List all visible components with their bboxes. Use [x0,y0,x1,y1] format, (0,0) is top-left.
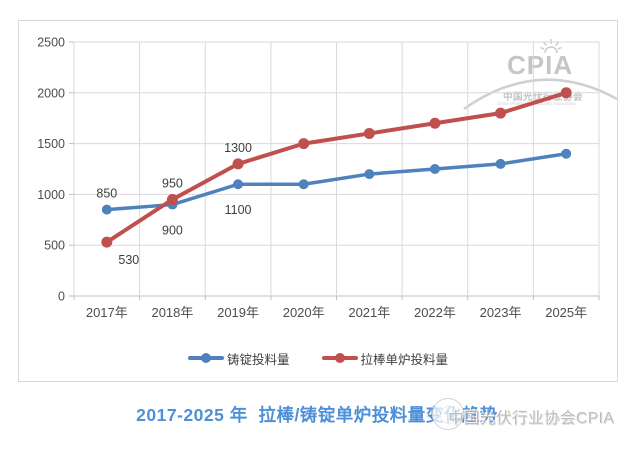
sun-icon [540,39,562,54]
data-point [233,179,244,190]
series-1 [101,87,572,248]
y-tick-label: 1000 [37,188,65,202]
data-point [166,193,178,205]
series-0 [101,148,572,215]
data-labels: 850 900 1100 530 950 1300 [96,141,252,267]
data-point [495,158,506,169]
footer-watermark-text: 中国光伏行业协会CPIA [448,410,615,427]
y-tick-label: 500 [44,239,65,253]
data-point [429,117,441,129]
legend-label: 拉棒单炉投料量 [360,352,449,367]
legend-item-0: 铸锭投料量 [187,349,290,368]
data-label: 1100 [225,203,252,217]
x-tick-label: 2018年 [151,305,193,320]
y-tick-label: 2000 [37,86,65,100]
y-tick-label: 2500 [37,36,65,50]
data-label: 530 [118,253,139,267]
x-tick-label: 2025年 [545,305,587,320]
legend-item-1: 拉棒单炉投料量 [321,349,449,368]
x-tick-label: 2023年 [480,305,522,320]
gridlines [73,41,600,300]
data-label: 900 [162,224,183,238]
data-point [560,87,572,99]
data-point [298,179,309,190]
data-label: 950 [162,176,183,190]
legend-label: 铸锭投料量 [226,352,290,367]
data-label: 850 [96,187,117,201]
y-tick-label: 0 [58,290,65,304]
data-label: 1300 [224,141,252,155]
data-point [561,148,572,159]
chart-area: CPIA 中国光伏行业协会 China Photovoltaic Industr… [18,20,618,382]
data-point [101,204,112,215]
data-point [429,164,440,174]
data-point [232,158,244,170]
x-tick-label: 2021年 [348,305,390,320]
data-point [298,138,310,150]
data-point [363,127,375,139]
legend-marker-icon [321,352,358,364]
y-tick-label: 1500 [37,137,65,151]
legend-marker-icon [187,352,224,364]
cpia-logo-org-cn: 中国光伏行业协会 [503,92,584,103]
x-tick-label: 2019年 [217,305,259,320]
legend: 铸锭投料量 拉棒单炉投料量 [19,345,617,371]
series-line [104,90,569,245]
data-point [364,169,375,180]
x-tick-label: 2017年 [86,305,128,320]
logo-arc [463,78,618,111]
seal-watermark [432,398,464,430]
plot: 0 500 1000 1500 2000 2500 2017年 2018年 2019年 2020年… [37,36,600,321]
cpia-logo-text: CPIA [507,50,574,80]
data-point [495,107,507,119]
x-tick-label: 2020年 [283,305,325,320]
series-line [105,152,568,212]
x-tick-label: 2022年 [414,305,456,320]
axis-labels: 0 500 1000 1500 2000 2500 2017年 2018年 2019年 2020年… [37,36,587,321]
data-point [101,236,113,248]
